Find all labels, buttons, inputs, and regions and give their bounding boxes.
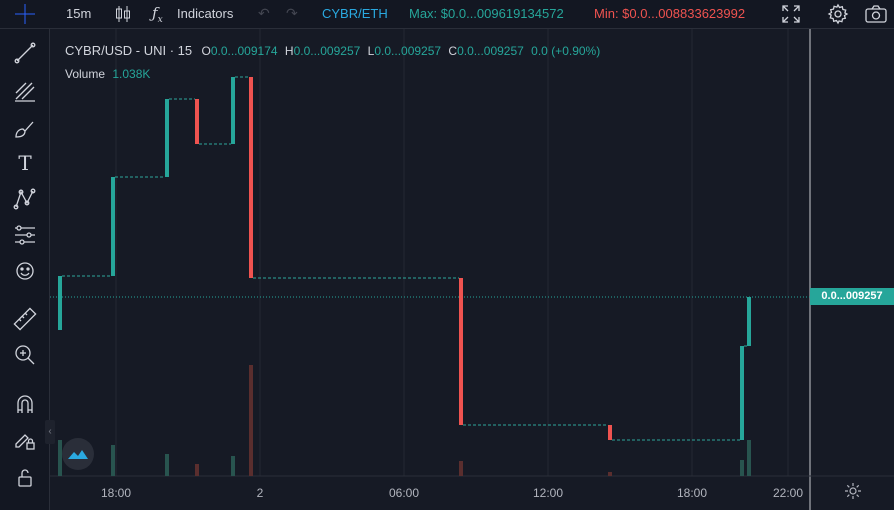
time-tick-label: 18:00 <box>676 486 708 500</box>
candle-type-icon[interactable] <box>114 4 132 24</box>
magnet-tool[interactable] <box>11 391 39 419</box>
camera-icon[interactable] <box>864 3 888 25</box>
low-key: L <box>367 44 375 58</box>
close-value: 0.0...009257 <box>457 44 524 58</box>
emoji-tool[interactable] <box>11 257 39 285</box>
time-tick-label: 06:00 <box>388 486 420 500</box>
time-tick-label: 12:00 <box>532 486 564 500</box>
volume-bar <box>249 365 253 476</box>
high-key: H <box>284 44 294 58</box>
low-value: 0.0...009257 <box>374 44 442 58</box>
lock-drawing-tool[interactable] <box>11 425 39 453</box>
time-tick-label: 18:00 <box>100 486 132 500</box>
high-value: 0.0...009257 <box>293 44 361 58</box>
volume-bar <box>231 456 235 476</box>
candle-body <box>740 346 744 440</box>
sidebar-collapse-button[interactable]: ‹ <box>45 420 55 444</box>
drawing-toolbar: T <box>0 29 50 510</box>
unlock-icon <box>18 469 32 487</box>
min-price-label: Min: $0.0...008833623992 <box>594 6 746 21</box>
chart-logo[interactable] <box>62 438 94 470</box>
volume-bar <box>111 445 115 476</box>
unlock-tool[interactable] <box>11 463 39 491</box>
candle-body <box>58 276 62 330</box>
pair-label[interactable]: CYBR/ETH <box>322 6 388 21</box>
prediction-tool[interactable] <box>11 221 39 249</box>
volume-bar <box>608 472 612 476</box>
pattern-tool[interactable] <box>11 185 39 213</box>
chart-legend: CYBR/USD - UNI · 15 O0.0...009174 H0.0..… <box>65 43 600 58</box>
volume-legend: Volume 1.038K <box>65 67 150 81</box>
volume-bar <box>459 461 463 476</box>
ruler-tool[interactable] <box>11 305 39 333</box>
magnet-icon <box>17 395 33 413</box>
symbol-title[interactable]: CYBR/USD - UNI · 15 <box>65 43 193 58</box>
candle-body <box>195 99 199 144</box>
time-tick-label: 22:00 <box>772 486 804 500</box>
zoom-in-tool[interactable] <box>11 341 39 369</box>
undo-icon[interactable]: ↶ <box>258 5 270 21</box>
candle-body <box>459 278 463 425</box>
volume-bar <box>747 440 751 476</box>
candle-body <box>747 297 751 346</box>
text-icon: T <box>18 151 32 175</box>
time-tick-label: 2 <box>256 486 264 500</box>
candle-body <box>165 99 169 177</box>
brush-tool[interactable] <box>11 115 39 143</box>
fullscreen-icon[interactable] <box>781 4 801 24</box>
ruler-icon <box>13 307 37 331</box>
lock-drawing-icon <box>15 434 35 450</box>
cloud-chart-icon <box>68 450 88 459</box>
close-key: C <box>448 44 458 58</box>
indicators-label: Indicators <box>177 6 234 21</box>
fx-icon: ƒx <box>152 4 163 25</box>
change-value: 0.0 (+0.90%) <box>531 44 601 58</box>
open-value: 0.0...009174 <box>210 44 278 58</box>
volume-bar <box>195 464 199 476</box>
max-price-label: Max: $0.0...009619134572 <box>409 6 564 21</box>
candle-body <box>231 77 235 144</box>
volume-bar <box>740 460 744 476</box>
volume-bar <box>165 454 169 476</box>
text-tool[interactable]: T <box>11 149 39 177</box>
volume-label[interactable]: Volume <box>65 67 106 81</box>
trendline-tool[interactable] <box>11 39 39 67</box>
volume-value: 1.038K <box>112 67 151 81</box>
candle-body <box>111 177 115 276</box>
redo-icon[interactable]: ↷ <box>286 5 298 21</box>
brush-icon <box>15 121 34 138</box>
pattern-icon <box>13 188 36 210</box>
axis-settings-icon[interactable] <box>844 482 862 505</box>
top-toolbar: 15m ƒx Indicators ↶ ↷ CYBR/ETH Max: $0.0… <box>0 0 894 29</box>
open-key: O <box>201 44 211 58</box>
current-price-tag: 0.0...009257 <box>810 288 894 305</box>
crosshair-logo-icon[interactable] <box>12 2 38 26</box>
prediction-icon <box>15 225 35 245</box>
trendline-icon <box>14 42 36 64</box>
volume-bar <box>58 440 62 476</box>
fib-icon <box>15 82 35 102</box>
candle-body <box>608 425 612 440</box>
emoji-icon <box>16 262 34 280</box>
fib-tool[interactable] <box>11 77 39 105</box>
candle-body <box>249 77 253 278</box>
settings-gear-icon[interactable] <box>827 3 849 25</box>
interval-button[interactable]: 15m <box>66 6 92 21</box>
zoom-in-icon <box>15 345 35 365</box>
